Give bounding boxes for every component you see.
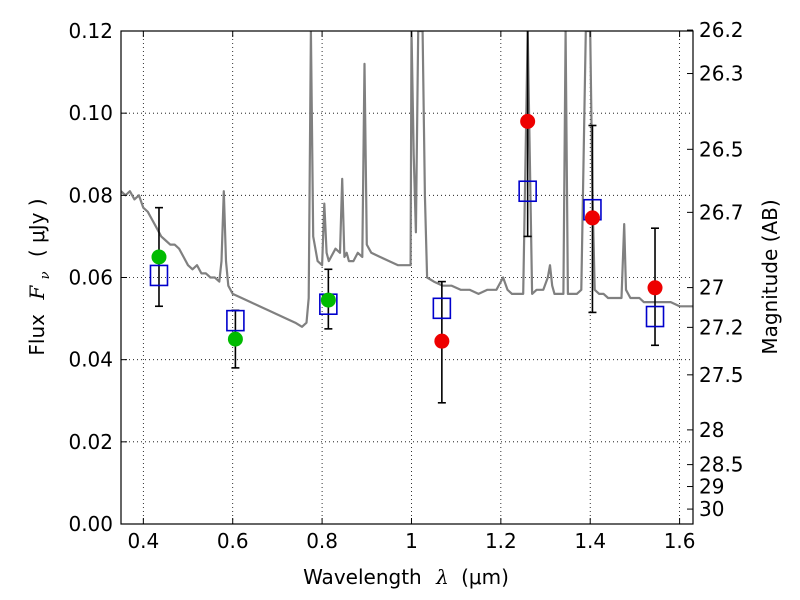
data-points-layer [149,31,665,404]
model-photometry-square [226,309,245,332]
x-tick-label: 0.8 [306,529,338,553]
x-axis-label: Wavelength λ (μm) [303,565,509,589]
model-photometry-square [432,297,452,320]
y-tick-label: 0.00 [68,512,113,536]
nir-flux-point [434,333,450,349]
grid [121,30,693,525]
magnitude-axis-label: Magnitude (AB) [758,199,782,354]
x-tick-label: 1.4 [574,529,606,553]
model-photometry-square [645,305,665,328]
optical-flux-point [227,331,243,347]
y-tick-label: 0.08 [68,183,113,207]
model-spectrum-line [121,31,693,328]
y-axis-flux-subscript: ν [38,271,53,279]
nir-flux-point [584,210,600,226]
x-tick-label: 0.6 [217,529,249,553]
x-axis-lambda: λ [435,565,449,589]
y-axis-unit: ( μJy ) [25,198,49,257]
nir-flux-point [520,113,536,129]
x-tick-label: 1 [405,529,418,553]
model-photometry-square [518,180,537,203]
magnitude-tick-label: 30 [699,497,724,521]
y-tick-label: 0.06 [68,266,113,290]
magnitude-tick-label: 27.2 [699,315,744,339]
magnitude-tick-label: 28 [699,418,724,442]
y-tick-label: 0.10 [68,101,113,125]
magnitude-tick-label: 27.5 [699,363,744,387]
x-tick-label: 0.4 [127,529,159,553]
x-axis-unit: (μm) [461,565,509,589]
y-axis-flux-symbol: F [25,285,49,301]
x-axis-label-text: Wavelength [303,565,422,589]
model-spectrum-layer [121,31,693,328]
y-tick-label: 0.12 [68,19,113,43]
magnitude-tick-label: 26.7 [699,200,744,224]
x-tick-label: 1.6 [664,529,696,553]
y-tick-label: 0.02 [68,430,113,454]
magnitude-tick-label: 27 [699,276,724,300]
magnitude-tick-label: 28.5 [699,453,744,477]
optical-flux-point [151,249,167,265]
nir-flux-point [647,280,663,296]
axes-layer: 0.4 0.6 0.8 1 1.2 1.4 1.6 0.00 0.02 0.04 0.06 0.08 0… [68,18,743,553]
y-axis-label: Flux F ν ( μJy ) [25,198,54,355]
y-tick-label: 0.04 [68,348,113,372]
magnitude-tick-label: 26.5 [699,137,744,161]
magnitude-tick-label: 26.2 [699,18,744,42]
x-tick-label: 1.2 [485,529,517,553]
magnitude-tick-label: 26.3 [699,62,744,86]
magnitude-tick-label: 29 [699,475,724,499]
plot-frame [120,30,694,525]
optical-flux-point [320,292,336,308]
model-photometry-square [149,264,169,287]
y-axis-label-text: Flux [25,314,49,356]
